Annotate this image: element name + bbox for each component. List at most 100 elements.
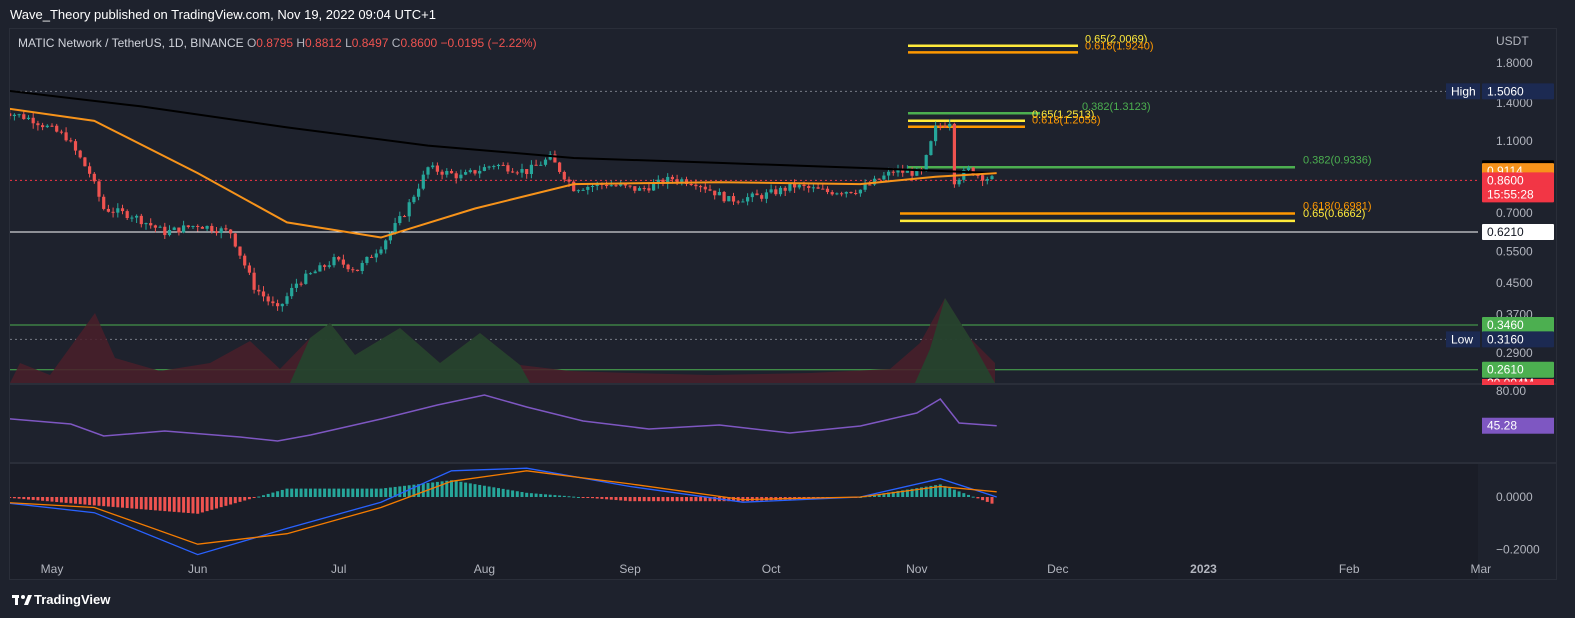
candle-body[interactable]	[966, 167, 971, 171]
candle-body[interactable]	[473, 170, 477, 174]
candle-body[interactable]	[276, 303, 280, 307]
macd-histogram-bar[interactable]	[130, 497, 134, 509]
macd-histogram-bar[interactable]	[341, 488, 345, 497]
macd-histogram-bar[interactable]	[511, 490, 515, 497]
candle-body[interactable]	[628, 185, 632, 187]
candle-body[interactable]	[50, 125, 54, 127]
macd-histogram-bar[interactable]	[191, 497, 195, 514]
macd-histogram-bar[interactable]	[548, 494, 552, 497]
candle-body[interactable]	[374, 253, 378, 258]
candle-body[interactable]	[797, 184, 801, 188]
macd-histogram-bar[interactable]	[929, 485, 933, 497]
candle-body[interactable]	[943, 126, 947, 128]
macd-histogram-bar[interactable]	[97, 497, 101, 506]
candle-body[interactable]	[553, 154, 557, 163]
macd-histogram-bar[interactable]	[962, 493, 966, 497]
price-badge-bg[interactable]	[1482, 361, 1554, 378]
candle-body[interactable]	[811, 187, 815, 189]
macd-histogram-bar[interactable]	[600, 497, 604, 499]
macd-histogram-bar[interactable]	[27, 497, 30, 500]
candle-body[interactable]	[595, 183, 599, 187]
macd-histogram-bar[interactable]	[299, 488, 303, 497]
macd-histogram-bar[interactable]	[459, 481, 463, 497]
candle-body[interactable]	[464, 172, 468, 175]
macd-histogram-bar[interactable]	[478, 484, 482, 497]
candle-body[interactable]	[816, 187, 820, 189]
candle-body[interactable]	[746, 197, 750, 202]
macd-histogram-bar[interactable]	[304, 488, 308, 497]
candle-body[interactable]	[8, 113, 12, 117]
chart-frame[interactable]: 0.65(2.0069) 0.618(1.9240) 0.382(1.3123) 0.…	[0, 28, 1557, 580]
macd-histogram-bar[interactable]	[318, 488, 322, 497]
rsi-line[interactable]	[0, 394, 997, 442]
candle-body[interactable]	[981, 175, 985, 181]
macd-histogram-bar[interactable]	[934, 485, 938, 497]
macd-histogram-bar[interactable]	[727, 497, 731, 502]
macd-histogram-bar[interactable]	[515, 491, 519, 497]
macd-histogram-bar[interactable]	[196, 497, 200, 514]
macd-histogram-bar[interactable]	[50, 497, 54, 502]
macd-histogram-bar[interactable]	[417, 484, 421, 497]
macd-histogram-bar[interactable]	[393, 486, 397, 497]
macd-histogram-bar[interactable]	[572, 496, 576, 498]
candle-body[interactable]	[534, 164, 538, 166]
candle-body[interactable]	[130, 217, 134, 219]
candle-body[interactable]	[402, 216, 407, 218]
candle-body[interactable]	[257, 289, 261, 292]
candle-body[interactable]	[308, 273, 313, 275]
candle-body[interactable]	[567, 179, 571, 182]
price-badge-bg[interactable]	[1482, 331, 1554, 348]
candle-body[interactable]	[210, 225, 214, 232]
macd-histogram-bar[interactable]	[346, 488, 350, 497]
macd-histogram-bar[interactable]	[943, 486, 947, 497]
macd-histogram-bar[interactable]	[976, 497, 980, 499]
macd-histogram-bar[interactable]	[628, 497, 632, 502]
candle-body[interactable]	[337, 257, 341, 260]
candle-body[interactable]	[182, 225, 186, 233]
candle-body[interactable]	[304, 273, 308, 284]
candle-body[interactable]	[421, 174, 425, 189]
macd-histogram-bar[interactable]	[623, 497, 627, 501]
candle-body[interactable]	[393, 223, 397, 233]
macd-histogram-bar[interactable]	[967, 494, 970, 497]
candle-body[interactable]	[144, 223, 148, 225]
macd-histogram-bar[interactable]	[699, 497, 703, 502]
candle-body[interactable]	[26, 117, 31, 119]
macd-histogram-bar[interactable]	[374, 488, 378, 497]
candle-body[interactable]	[713, 190, 717, 196]
candle-body[interactable]	[435, 165, 439, 172]
macd-histogram-bar[interactable]	[924, 486, 928, 497]
candle-body[interactable]	[247, 265, 251, 273]
macd-histogram-bar[interactable]	[332, 488, 336, 497]
candle-body[interactable]	[872, 178, 877, 185]
candle-body[interactable]	[901, 169, 905, 173]
candle-body[interactable]	[586, 186, 590, 190]
macd-histogram-bar[interactable]	[732, 497, 735, 502]
macd-histogram-bar[interactable]	[633, 497, 637, 502]
candle-body[interactable]	[313, 271, 317, 274]
macd-histogram-bar[interactable]	[938, 484, 942, 497]
macd-histogram-bar[interactable]	[435, 481, 439, 497]
candle-body[interactable]	[699, 186, 703, 188]
macd-histogram-bar[interactable]	[135, 497, 139, 509]
macd-histogram-bar[interactable]	[290, 488, 294, 497]
candle-body[interactable]	[741, 201, 745, 203]
candle-body[interactable]	[642, 188, 646, 190]
candle-body[interactable]	[177, 227, 181, 233]
candle-body[interactable]	[755, 193, 759, 196]
price-badge-bg[interactable]	[1482, 316, 1554, 333]
macd-histogram-bar[interactable]	[656, 497, 660, 502]
macd-line[interactable]	[0, 467, 997, 556]
macd-histogram-bar[interactable]	[55, 497, 59, 503]
macd-histogram-bar[interactable]	[92, 497, 96, 506]
macd-histogram-bar[interactable]	[379, 488, 383, 497]
candle-body[interactable]	[581, 189, 585, 191]
candle-body[interactable]	[562, 171, 566, 180]
macd-histogram-bar[interactable]	[337, 488, 341, 497]
candle-body[interactable]	[896, 169, 900, 173]
macd-histogram-bar[interactable]	[323, 488, 327, 497]
candle-body[interactable]	[440, 171, 444, 175]
candle-body[interactable]	[120, 208, 125, 212]
candle-body[interactable]	[398, 216, 402, 224]
macd-histogram-bar[interactable]	[591, 497, 594, 499]
